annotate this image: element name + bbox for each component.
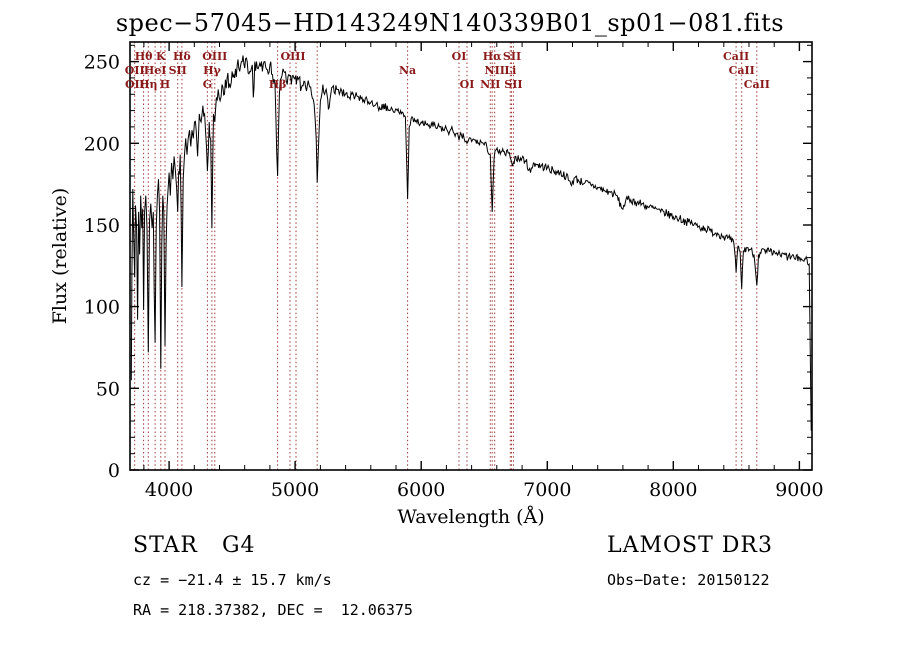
spectral-line-label: OI: [460, 78, 475, 91]
spectral-line-label: Hθ: [135, 50, 153, 63]
spectral-line-label: Li: [504, 64, 516, 77]
spectral-line-label: NII: [480, 78, 500, 91]
x-tick-label: 8000: [649, 479, 697, 501]
object-class-label: STAR G4: [133, 533, 256, 558]
spectral-line-label: Hβ: [269, 78, 287, 91]
x-axis-label: Wavelength (Å): [397, 506, 544, 528]
x-tick-label: 9000: [775, 479, 823, 501]
obs-date: Obs−Date: 20150122: [607, 571, 770, 589]
y-tick-label: 100: [84, 297, 120, 319]
x-tick-label: 4000: [145, 479, 193, 501]
spectral-line-label: SII: [169, 64, 187, 77]
plot-box: [129, 41, 813, 471]
spectral-line-label: OIII: [280, 50, 305, 63]
spectral-line-label: OIII: [202, 50, 227, 63]
spectral-line-label: SII: [503, 50, 521, 63]
spectrum-trace: [130, 55, 812, 431]
spectral-line-label: CaII: [729, 64, 755, 77]
survey-release-label: LAMOST DR3: [607, 533, 773, 558]
spectral-line-label: CaII: [744, 78, 770, 91]
spectral-line-label: NII: [485, 64, 505, 77]
spectral-line-label: Na: [399, 64, 416, 77]
spectral-line-label: Hδ: [173, 50, 191, 63]
x-tick-label: 6000: [397, 479, 445, 501]
spectral-line-label: Hη: [139, 78, 157, 91]
spectral-line-label: OI: [452, 50, 467, 63]
spectral-line-label: Hγ: [203, 64, 221, 77]
plot-title: spec−57045−HD143249N140339B01_sp01−081.f…: [115, 9, 785, 37]
y-axis-label: Flux (relative): [49, 188, 71, 325]
y-tick-label: 250: [84, 52, 120, 74]
spectral-line-label: G: [203, 78, 212, 91]
y-tick-label: 50: [96, 378, 120, 400]
spectral-line-label: SII: [504, 78, 522, 91]
ra-dec-value: RA = 218.37382, DEC = 12.06375: [133, 601, 413, 619]
spectral-line-label: OII: [125, 78, 145, 91]
spectral-line-label: OII: [125, 64, 145, 77]
y-tick-label: 0: [108, 460, 120, 482]
spectral-line-label: Hα: [483, 50, 502, 63]
x-tick-label: 5000: [271, 479, 319, 501]
spectral-line-label: HeI: [144, 64, 167, 77]
spectral-line-label: K: [156, 50, 166, 63]
y-tick-label: 200: [84, 133, 120, 155]
spectral-line-label: H: [160, 78, 170, 91]
x-tick-label: 7000: [523, 479, 571, 501]
spectral-line-label: CaII: [723, 50, 749, 63]
y-tick-label: 150: [84, 215, 120, 237]
cz-value: cz = −21.4 ± 15.7 km/s: [133, 571, 332, 589]
plot-layers: 4000 5000 6000 7000 8000 9000 0 50 100 150 200 250 H…: [84, 41, 824, 501]
